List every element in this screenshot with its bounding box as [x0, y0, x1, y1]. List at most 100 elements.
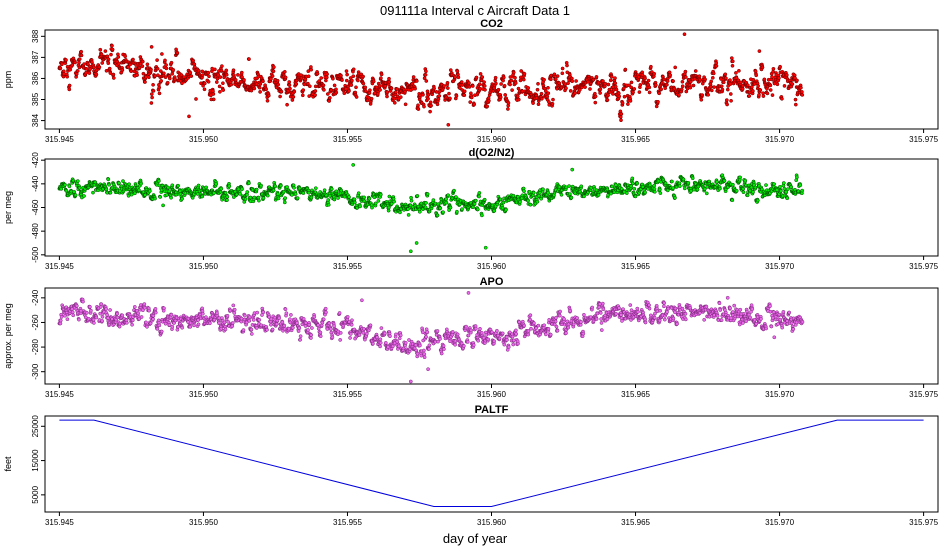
data-point: [437, 94, 442, 98]
y-tick-label: -500: [31, 246, 40, 263]
data-point: [554, 315, 558, 320]
data-point: [64, 58, 68, 62]
data-point: [768, 88, 773, 92]
data-point: [151, 82, 155, 87]
data-point: [779, 189, 783, 193]
data-point: [105, 313, 110, 317]
data-point: [67, 83, 72, 88]
data-point: [765, 91, 770, 96]
data-point: [351, 163, 356, 167]
data-point: [462, 89, 467, 94]
data-point: [238, 192, 242, 196]
data-point: [419, 353, 424, 358]
data-point: [383, 84, 388, 88]
data-point: [316, 326, 321, 331]
data-point: [444, 197, 448, 202]
data-point: [324, 78, 328, 83]
data-point: [309, 195, 314, 200]
data-point: [398, 210, 402, 215]
data-point: [153, 196, 157, 201]
data-point: [130, 322, 134, 327]
data-point: [598, 91, 602, 95]
data-point: [446, 193, 450, 198]
data-point: [202, 87, 207, 92]
data-point: [261, 196, 266, 200]
data-point: [522, 189, 526, 194]
data-point: [303, 324, 308, 328]
data-point: [392, 100, 397, 105]
data-point: [542, 77, 546, 82]
data-point: [218, 75, 223, 79]
data-point: [721, 80, 726, 85]
data-point: [211, 97, 216, 102]
x-tick-label: 315.955: [333, 262, 362, 271]
data-point: [266, 93, 271, 98]
data-point: [743, 178, 748, 183]
data-point: [531, 190, 536, 195]
data-point: [745, 83, 750, 88]
data-point: [58, 321, 63, 326]
data-point: [307, 322, 312, 327]
x-tick-label: 315.975: [909, 135, 938, 144]
data-point: [501, 200, 506, 205]
data-point: [151, 89, 156, 93]
data-point: [500, 206, 505, 210]
data-point: [789, 185, 794, 189]
data-point: [189, 74, 194, 78]
data-point: [272, 65, 276, 69]
data-point: [313, 186, 318, 191]
data-point: [477, 191, 482, 195]
data-point: [459, 80, 464, 84]
data-point: [722, 178, 727, 183]
data-point: [151, 317, 155, 322]
data-point: [569, 195, 574, 200]
data-point: [619, 118, 623, 123]
data-point: [153, 307, 158, 311]
data-point: [100, 61, 105, 65]
data-point: [324, 310, 328, 315]
data-point: [516, 341, 520, 346]
data-point: [349, 83, 354, 87]
data-point: [454, 195, 458, 199]
data-point: [565, 63, 569, 68]
data-point: [129, 192, 134, 197]
data-point: [477, 82, 482, 87]
data-point: [425, 330, 430, 334]
data-point: [677, 184, 682, 189]
data-point: [800, 188, 805, 193]
data-point: [211, 92, 216, 96]
data-point: [445, 80, 450, 85]
data-point: [321, 317, 326, 322]
data-point: [422, 355, 427, 360]
data-point: [673, 65, 678, 70]
data-point: [593, 94, 598, 99]
data-point: [103, 49, 108, 53]
data-point: [693, 69, 698, 73]
data-point: [480, 213, 484, 218]
data-point: [338, 331, 343, 335]
data-point: [460, 207, 464, 212]
data-point: [772, 182, 776, 186]
data-point: [220, 64, 224, 68]
data-point: [245, 190, 250, 194]
data-point: [100, 319, 105, 323]
data-point: [137, 66, 142, 70]
data-point: [433, 201, 438, 206]
data-point: [472, 202, 477, 206]
data-point: [239, 319, 244, 324]
data-point: [476, 338, 481, 343]
data-point: [325, 72, 329, 77]
data-point: [506, 107, 510, 111]
data-point: [474, 75, 479, 80]
data-point: [99, 302, 104, 307]
data-point: [139, 181, 143, 186]
data-point: [616, 91, 621, 96]
data-point: [315, 71, 320, 76]
data-point: [762, 77, 767, 82]
data-point: [91, 317, 96, 322]
data-point: [680, 79, 685, 84]
data-point: [498, 95, 503, 100]
data-point: [500, 331, 505, 336]
